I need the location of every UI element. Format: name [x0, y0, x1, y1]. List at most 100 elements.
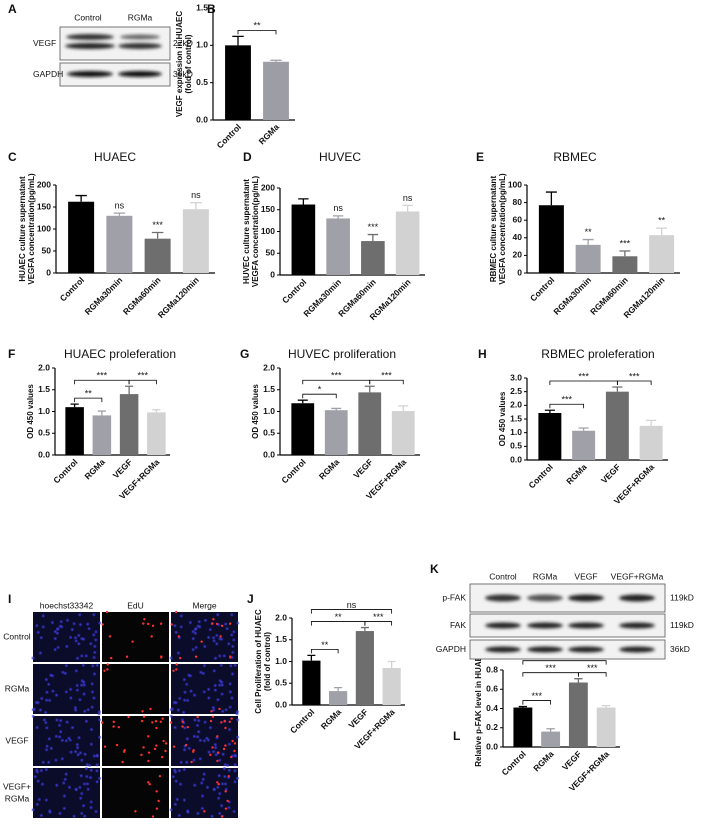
nucleus	[95, 663, 99, 667]
edu-cell	[158, 774, 162, 778]
micrograph	[102, 612, 169, 662]
nucleus	[63, 807, 66, 810]
nucleus	[98, 621, 102, 625]
nucleus	[71, 628, 74, 631]
nucleus	[31, 715, 35, 718]
edu-cell	[140, 753, 143, 757]
nucleus	[94, 638, 98, 642]
nucleus	[78, 786, 82, 789]
blot-frame	[469, 639, 666, 660]
nucleus	[221, 752, 225, 756]
nucleus	[198, 757, 202, 761]
nucleus	[203, 645, 207, 648]
nucleus	[224, 782, 227, 786]
edu-cell	[161, 755, 164, 759]
significance-bracket	[237, 29, 277, 35]
nucleus	[206, 786, 209, 789]
chart-title: RBMEC proleferation	[541, 347, 654, 361]
nucleus	[63, 672, 67, 675]
nucleus	[179, 614, 183, 618]
row-label: Control	[3, 631, 31, 641]
nucleus	[41, 614, 45, 618]
edu-cell	[211, 622, 214, 625]
nucleus	[92, 633, 96, 637]
blot-band	[568, 622, 604, 629]
nucleus	[216, 613, 220, 616]
nucleus	[179, 782, 182, 786]
panel-letter: F	[8, 347, 15, 361]
nucleus	[90, 705, 94, 709]
nucleus	[193, 718, 197, 722]
edu-cell	[211, 746, 214, 749]
nucleus	[82, 637, 85, 641]
edu-cell	[203, 810, 206, 813]
significance-label: ***	[587, 663, 598, 673]
nucleus	[44, 721, 48, 724]
bar	[144, 238, 171, 273]
y-tick-label: 0.5	[510, 441, 522, 451]
nucleus	[182, 768, 186, 771]
nucleus	[86, 782, 89, 786]
nucleus	[53, 648, 57, 651]
nucleus	[236, 710, 239, 714]
nucleus	[228, 742, 231, 746]
error-bar	[619, 250, 631, 257]
significance-label: **	[321, 640, 329, 650]
edu-cell	[151, 721, 154, 724]
nucleus	[36, 701, 40, 704]
nucleus	[56, 627, 59, 631]
blot-size: 119kD	[670, 592, 694, 602]
nucleus	[44, 768, 48, 771]
y-tick-label: 50	[42, 245, 52, 255]
y-axis-label: OD 450 values	[26, 384, 35, 439]
y-axis-label: HUAEC culture supernatant	[18, 176, 27, 282]
error-bar	[402, 204, 413, 212]
y-tick-label: 100	[261, 226, 275, 236]
edu-cell	[121, 760, 124, 764]
nucleus	[186, 699, 189, 702]
error-bar	[360, 626, 369, 632]
y-axis-label: OD 450 values	[251, 384, 260, 439]
significance-bracket	[577, 672, 607, 677]
y-tick-label: 2.0	[275, 612, 287, 622]
nucleus	[223, 775, 227, 778]
edu-cell	[159, 720, 162, 723]
blot-band	[66, 34, 114, 40]
nucleus	[214, 688, 217, 692]
edu-cell	[216, 735, 219, 738]
nucleus	[218, 683, 221, 687]
blot-band	[568, 594, 604, 602]
y-tick-label: 200	[261, 182, 275, 192]
blot-band	[120, 34, 160, 40]
nucleus	[227, 642, 231, 646]
lane-label: Control	[489, 571, 517, 581]
nucleus	[80, 792, 84, 795]
significance-label: ***	[373, 612, 384, 622]
nucleus	[224, 787, 228, 791]
nucleus	[174, 631, 178, 634]
nucleus	[212, 750, 215, 753]
bar	[612, 256, 638, 273]
nucleus	[230, 656, 234, 659]
significance-label: ***	[578, 371, 589, 381]
y-tick-label: 0.0	[196, 114, 208, 124]
y-tick-label: 0.4	[486, 703, 498, 713]
edu-cell	[172, 669, 175, 672]
y-axis-label: VEGFA concentration(pg/mL)	[251, 176, 260, 288]
edu-cell	[209, 719, 213, 723]
nucleus	[203, 720, 207, 724]
nucleus	[55, 783, 59, 787]
nucleus	[222, 654, 226, 658]
edu-cell	[157, 799, 160, 803]
y-tick-label: 0.6	[486, 684, 498, 694]
nucleus	[197, 719, 201, 722]
edu-cell	[217, 783, 220, 786]
nucleus	[86, 787, 90, 791]
edu-cell	[184, 743, 188, 747]
nucleus	[72, 622, 76, 625]
nucleus	[56, 631, 59, 635]
column-label: Merge	[192, 600, 216, 610]
y-tick-label: 0.8	[486, 664, 498, 674]
nucleus	[174, 701, 178, 704]
error-bar	[574, 678, 583, 683]
